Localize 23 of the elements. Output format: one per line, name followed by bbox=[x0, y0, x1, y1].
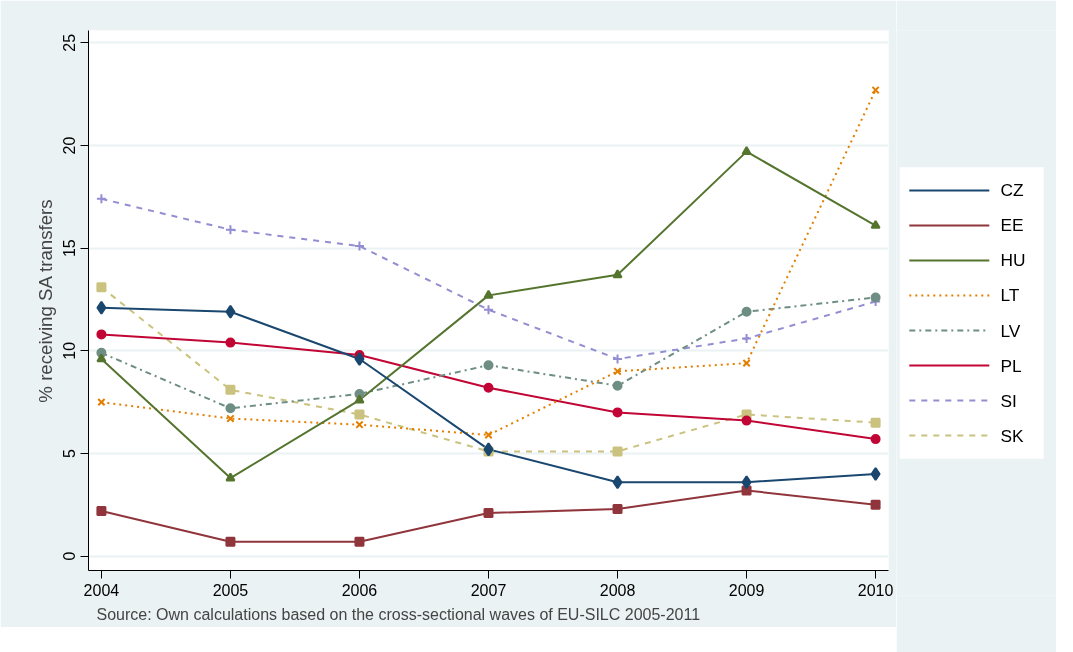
legend-label: LT bbox=[1000, 285, 1020, 306]
y-tick-label: 20 bbox=[61, 136, 79, 155]
legend-label: SI bbox=[1000, 390, 1017, 411]
legend-label: EE bbox=[1000, 215, 1024, 236]
legend-label: PL bbox=[1000, 355, 1023, 376]
x-tick-label: 2004 bbox=[83, 581, 120, 599]
legend-label: SK bbox=[1000, 425, 1025, 446]
x-tick-label: 2007 bbox=[470, 581, 507, 599]
y-tick-label: 0 bbox=[61, 551, 79, 561]
legend-label: CZ bbox=[1000, 180, 1025, 201]
legend-label: LV bbox=[1000, 320, 1021, 341]
y-tick-label: 25 bbox=[61, 33, 79, 52]
y-tick-label: 10 bbox=[61, 341, 79, 360]
x-tick-label: 2008 bbox=[599, 581, 636, 599]
source-note: Source: Own calculations based on the cross-sectional waves of EU-SILC 2005-2011 bbox=[96, 605, 701, 623]
y-tick-label: 5 bbox=[61, 448, 79, 458]
x-tick-label: 2005 bbox=[212, 581, 249, 599]
legend-label: HU bbox=[1000, 250, 1026, 271]
x-tick-label: 2010 bbox=[857, 581, 894, 599]
x-tick-label: 2006 bbox=[341, 581, 378, 599]
x-tick-label: 2009 bbox=[728, 581, 765, 599]
y-tick-label: 15 bbox=[61, 239, 79, 258]
y-axis-title: % receiving SA transfers bbox=[34, 199, 56, 403]
